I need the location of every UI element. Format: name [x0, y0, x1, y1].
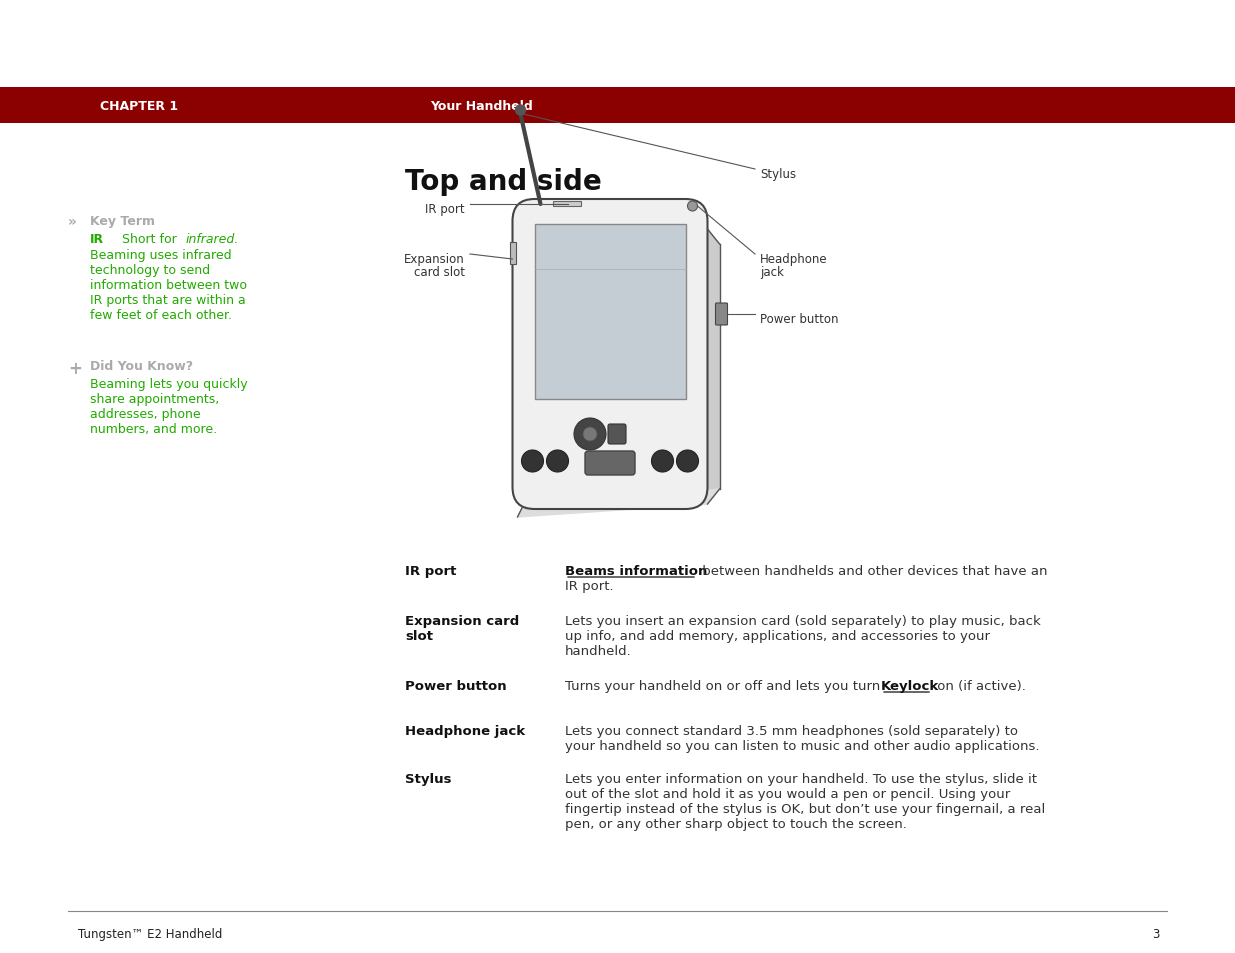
Text: out of the slot and hold it as you would a pen or pencil. Using your: out of the slot and hold it as you would… — [564, 787, 1010, 801]
Polygon shape — [708, 230, 720, 504]
Text: your handheld so you can listen to music and other audio applications.: your handheld so you can listen to music… — [564, 740, 1040, 752]
Text: numbers, and more.: numbers, and more. — [90, 422, 217, 436]
Circle shape — [677, 451, 699, 473]
Text: »: » — [68, 214, 77, 229]
Text: CHAPTER 1: CHAPTER 1 — [100, 99, 178, 112]
Circle shape — [515, 106, 526, 116]
Text: Turns your handheld on or off and lets you turn: Turns your handheld on or off and lets y… — [564, 679, 884, 692]
FancyBboxPatch shape — [513, 200, 708, 510]
Text: Beams information: Beams information — [564, 564, 708, 578]
Text: Lets you insert an expansion card (sold separately) to play music, back: Lets you insert an expansion card (sold … — [564, 615, 1041, 627]
Text: Top and side: Top and side — [405, 168, 601, 195]
Text: Did You Know?: Did You Know? — [90, 359, 193, 373]
Text: Beaming lets you quickly: Beaming lets you quickly — [90, 377, 248, 391]
Circle shape — [688, 202, 698, 212]
Text: Headphone jack: Headphone jack — [405, 724, 525, 738]
Text: information between two: information between two — [90, 278, 247, 292]
Bar — [535, 225, 685, 399]
Text: pen, or any other sharp object to touch the screen.: pen, or any other sharp object to touch … — [564, 817, 906, 830]
Text: Expansion: Expansion — [404, 253, 466, 266]
Text: up info, and add memory, applications, and accessories to your: up info, and add memory, applications, a… — [564, 629, 990, 642]
Text: addresses, phone: addresses, phone — [90, 408, 200, 420]
Text: jack: jack — [760, 266, 784, 278]
Text: Headphone: Headphone — [760, 253, 827, 266]
FancyBboxPatch shape — [608, 424, 626, 444]
Text: card slot: card slot — [414, 266, 466, 278]
FancyBboxPatch shape — [585, 452, 635, 476]
Text: Lets you enter information on your handheld. To use the stylus, slide it: Lets you enter information on your handh… — [564, 772, 1037, 785]
Text: technology to send: technology to send — [90, 264, 210, 276]
Text: Keylock: Keylock — [881, 679, 940, 692]
Text: infrared.: infrared. — [186, 233, 240, 246]
Text: Stylus: Stylus — [760, 168, 797, 181]
Text: Expansion card: Expansion card — [405, 615, 519, 627]
Text: +: + — [68, 359, 82, 377]
Text: between handhelds and other devices that have an: between handhelds and other devices that… — [698, 564, 1047, 578]
Text: IR: IR — [90, 233, 104, 246]
Text: Stylus: Stylus — [405, 772, 452, 785]
Text: Power button: Power button — [760, 313, 839, 326]
Bar — [510, 243, 515, 265]
Text: IR port.: IR port. — [564, 579, 614, 593]
Text: slot: slot — [405, 629, 433, 642]
Text: Your Handheld: Your Handheld — [430, 99, 532, 112]
Bar — [0, 88, 1235, 124]
Bar — [552, 202, 580, 207]
Circle shape — [521, 451, 543, 473]
Text: Short for: Short for — [110, 233, 180, 246]
Circle shape — [583, 428, 597, 441]
Text: handheld.: handheld. — [564, 644, 632, 658]
Text: Power button: Power button — [405, 679, 506, 692]
FancyBboxPatch shape — [715, 304, 727, 326]
Text: Key Term: Key Term — [90, 214, 156, 228]
Text: share appointments,: share appointments, — [90, 393, 220, 406]
Circle shape — [652, 451, 673, 473]
Text: 3: 3 — [1152, 927, 1160, 940]
Text: few feet of each other.: few feet of each other. — [90, 309, 232, 322]
Text: Beaming uses infrared: Beaming uses infrared — [90, 249, 232, 262]
Text: Lets you connect standard 3.5 mm headphones (sold separately) to: Lets you connect standard 3.5 mm headpho… — [564, 724, 1018, 738]
Circle shape — [574, 418, 606, 451]
Polygon shape — [517, 490, 720, 517]
Text: IR port: IR port — [425, 203, 466, 215]
Text: on (if active).: on (if active). — [932, 679, 1026, 692]
Circle shape — [547, 451, 568, 473]
Text: IR ports that are within a: IR ports that are within a — [90, 294, 246, 307]
Text: Tungsten™ E2 Handheld: Tungsten™ E2 Handheld — [78, 927, 222, 940]
Text: IR port: IR port — [405, 564, 457, 578]
Text: fingertip instead of the stylus is OK, but don’t use your fingernail, a real: fingertip instead of the stylus is OK, b… — [564, 802, 1045, 815]
